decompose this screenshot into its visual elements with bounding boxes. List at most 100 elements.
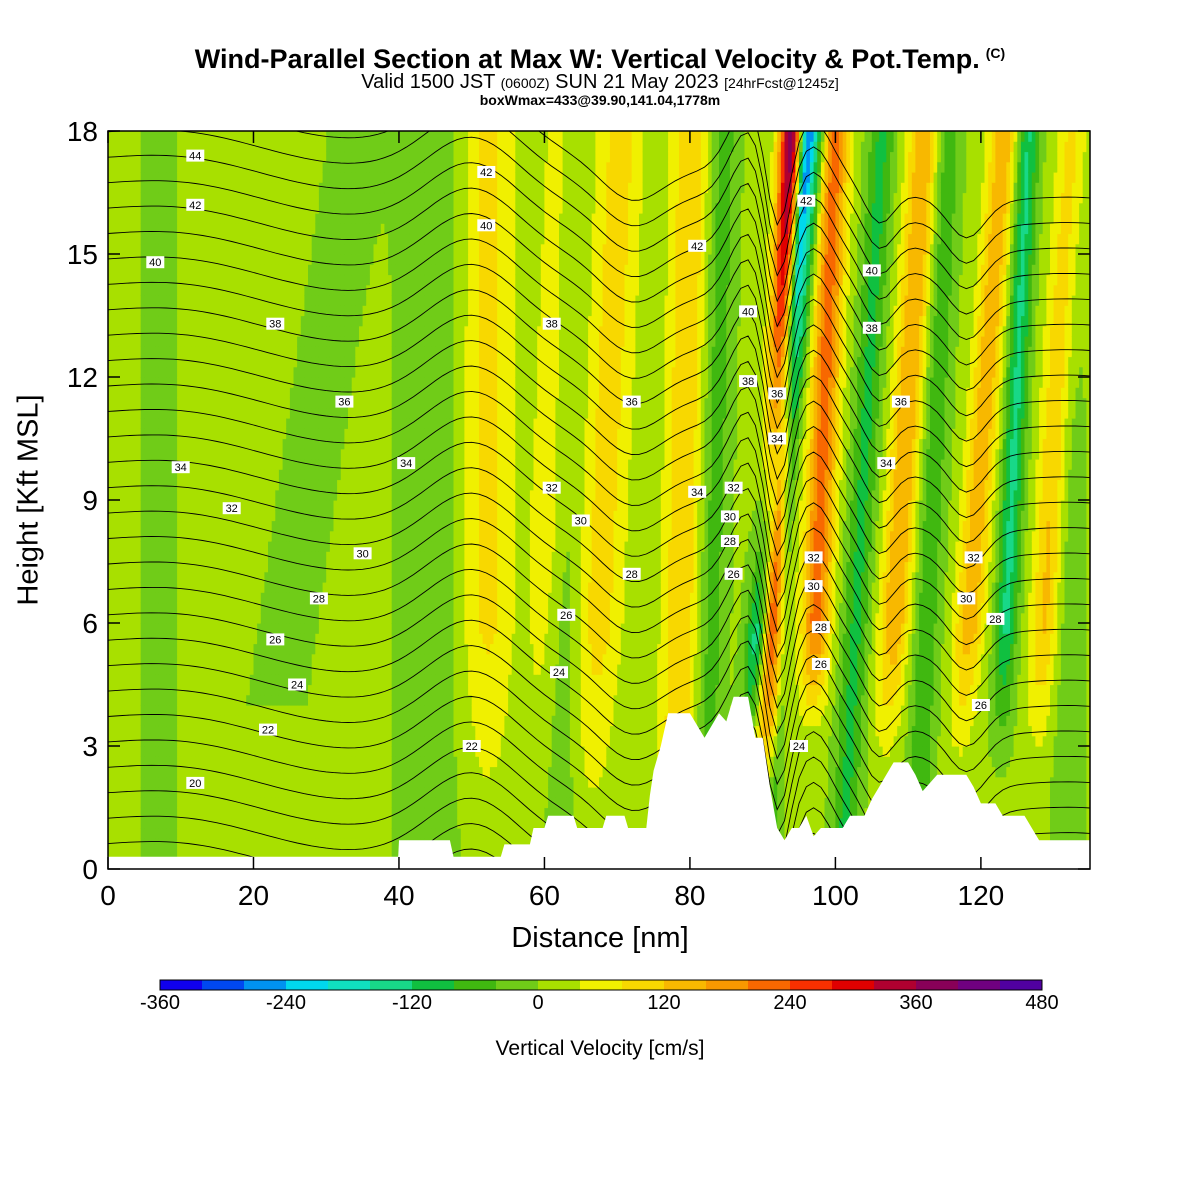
field-cell xyxy=(271,715,276,727)
field-cell xyxy=(278,202,284,214)
field-cell xyxy=(158,735,164,747)
field-cell xyxy=(275,336,280,347)
field-cell xyxy=(195,336,200,347)
field-cell xyxy=(231,541,236,552)
field-cell xyxy=(108,500,113,511)
field-cell xyxy=(329,346,335,358)
field-cell xyxy=(337,725,342,737)
field-cell xyxy=(148,848,153,860)
field-cell xyxy=(184,172,189,183)
field-cell xyxy=(308,418,313,429)
field-cell xyxy=(235,346,240,358)
field-cell xyxy=(322,213,327,224)
field-cell xyxy=(122,274,127,286)
field-cell xyxy=(340,705,345,716)
field-cell xyxy=(235,274,240,286)
field-cell xyxy=(271,735,276,747)
field-cell xyxy=(329,684,335,696)
field-cell xyxy=(351,438,356,450)
field-cell xyxy=(158,694,164,706)
field-cell xyxy=(224,377,229,388)
field-cell xyxy=(220,510,225,522)
field-cell xyxy=(275,407,280,419)
field-cell xyxy=(289,356,295,368)
field-cell xyxy=(231,746,236,757)
field-cell xyxy=(268,787,273,798)
field-cell xyxy=(108,243,113,255)
field-cell xyxy=(311,520,316,532)
field-cell xyxy=(337,489,342,501)
field-cell xyxy=(162,541,167,552)
field-cell xyxy=(133,848,138,860)
field-cell xyxy=(359,735,364,747)
field-cell xyxy=(151,510,156,522)
field-cell xyxy=(202,592,207,604)
field-cell xyxy=(286,448,291,460)
field-cell xyxy=(126,325,131,337)
field-cell xyxy=(351,848,356,860)
field-cell xyxy=(129,141,134,153)
field-cell xyxy=(231,612,236,624)
field-cell xyxy=(180,479,185,491)
field-cell xyxy=(115,725,120,737)
field-cell xyxy=(228,336,233,347)
field-cell xyxy=(224,715,229,727)
field-cell xyxy=(253,807,258,819)
field-cell xyxy=(162,202,167,214)
field-cell xyxy=(348,274,353,286)
field-cell xyxy=(264,674,269,686)
field-cell xyxy=(246,787,251,798)
field-cell xyxy=(155,694,160,706)
field-cell xyxy=(238,448,244,460)
field-cell xyxy=(111,448,116,460)
field-cell xyxy=(108,254,113,265)
field-cell xyxy=(282,623,287,634)
field-cell xyxy=(140,561,145,573)
field-cell xyxy=(293,838,298,850)
field-cell xyxy=(140,479,145,491)
field-cell xyxy=(333,643,338,655)
field-cell xyxy=(148,192,153,204)
field-cell xyxy=(155,592,160,604)
field-cell xyxy=(286,366,291,378)
field-cell xyxy=(308,643,313,655)
field-cell xyxy=(231,172,236,183)
field-cell xyxy=(337,705,342,716)
field-cell xyxy=(340,551,345,563)
field-cell xyxy=(180,623,185,634)
field-cell xyxy=(289,274,295,286)
field-cell xyxy=(166,305,171,317)
field-cell xyxy=(348,448,353,460)
field-cell xyxy=(129,377,134,388)
field-cell xyxy=(198,705,204,716)
field-cell xyxy=(195,131,200,142)
field-cell xyxy=(246,848,251,860)
field-cell xyxy=(169,192,174,204)
field-cell xyxy=(249,807,254,819)
field-cell xyxy=(260,233,265,245)
field-cell xyxy=(355,366,360,378)
field-cell xyxy=(289,838,295,850)
field-cell xyxy=(231,295,236,306)
field-cell xyxy=(162,274,167,286)
field-cell xyxy=(271,305,276,317)
field-cell xyxy=(300,295,305,306)
field-cell xyxy=(158,797,164,809)
field-cell xyxy=(260,161,265,173)
field-cell xyxy=(282,643,287,655)
field-cell xyxy=(173,336,178,347)
field-cell xyxy=(253,838,258,850)
field-cell xyxy=(133,500,138,511)
field-cell xyxy=(326,223,331,235)
field-cell xyxy=(282,541,287,552)
field-cell xyxy=(122,182,127,194)
field-cell xyxy=(151,223,156,235)
field-cell xyxy=(246,705,251,716)
field-cell xyxy=(308,715,313,727)
field-cell xyxy=(191,653,196,665)
field-cell xyxy=(140,438,145,450)
field-cell xyxy=(304,243,309,255)
field-cell xyxy=(148,520,153,532)
field-cell xyxy=(326,735,331,747)
field-cell xyxy=(115,141,120,153)
